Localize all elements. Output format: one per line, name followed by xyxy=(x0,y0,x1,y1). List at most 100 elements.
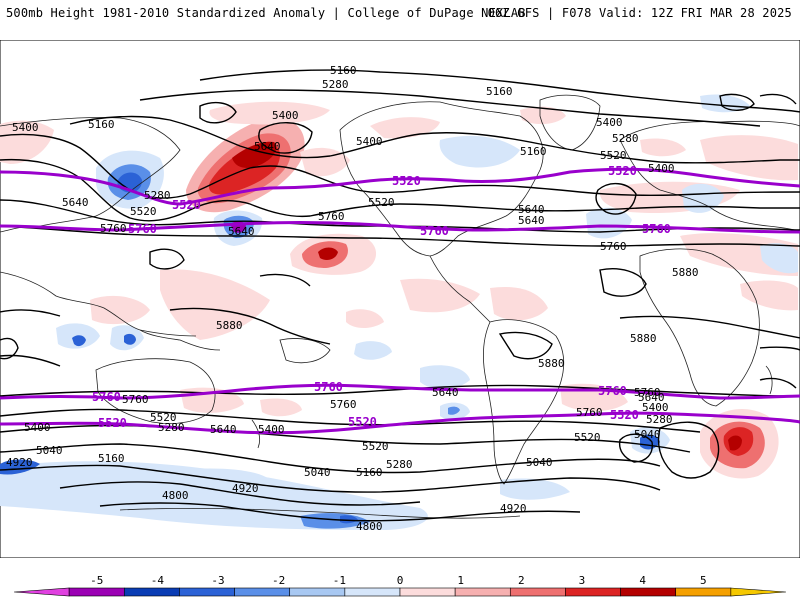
key-contour-label: 5520 xyxy=(392,174,421,188)
header-bar: 500mb Height 1981-2010 Standardized Anom… xyxy=(0,0,800,40)
contour-label: 5520 xyxy=(600,149,627,162)
contour-label: 5400 xyxy=(272,109,299,122)
contour-label: 5760 xyxy=(330,398,357,411)
key-contour-label: 5520 xyxy=(608,164,637,178)
contour-label: 5280 xyxy=(646,413,673,426)
contour-5760-south xyxy=(0,383,800,400)
contour-label: 5760 xyxy=(600,240,627,253)
contour-label: 5640 xyxy=(518,203,545,216)
contour-label: 5160 xyxy=(98,452,125,465)
contour-label: 5880 xyxy=(630,332,657,345)
colorbar-swatch xyxy=(399,587,456,597)
contour-label: 5400 xyxy=(648,162,675,175)
contour-5760-north xyxy=(0,221,800,234)
colorbar-swatches xyxy=(13,587,787,597)
contour-label: 5280 xyxy=(158,421,185,434)
colorbar-tick-label: 1 xyxy=(457,574,464,587)
contour-5520-south xyxy=(0,411,800,435)
coastline-asia-south xyxy=(0,271,197,337)
coastline-australia xyxy=(95,358,216,424)
colorbar-swatch xyxy=(565,587,621,597)
contour-label: 5040 xyxy=(634,428,661,441)
contour-label: 5760 xyxy=(318,210,345,223)
contour-label: 5520 xyxy=(130,205,157,218)
contour-label: 5640 xyxy=(254,140,281,153)
colorbar-tick-label: -5 xyxy=(90,574,103,587)
colorbar-swatch xyxy=(13,587,70,597)
coastline-greenland xyxy=(539,94,601,151)
colorbar-swatch xyxy=(620,587,677,597)
key-contour-label: 5760 xyxy=(314,380,343,394)
map-panel: 5160 5280 5160 5400 5160 5400 5280 5520 … xyxy=(0,40,800,558)
height-contours xyxy=(0,69,800,522)
colorbar-tick-label: -1 xyxy=(333,574,346,587)
key-contour-label: 5520 xyxy=(610,408,639,422)
contour-label: 5520 xyxy=(574,431,601,444)
contour-label: 5400 xyxy=(356,135,383,148)
contour-label: 5760 xyxy=(100,222,127,235)
contour-label: 5520 xyxy=(368,196,395,209)
contour-label: 5760 xyxy=(122,393,149,406)
key-contour-label: 5760 xyxy=(642,222,671,236)
contour-label: 5160 xyxy=(330,64,357,77)
anomaly-negative-antarctic xyxy=(0,461,428,530)
contour-label: 5760 xyxy=(634,386,661,399)
contour-label: 4800 xyxy=(356,520,383,533)
contour-label: 5160 xyxy=(486,85,513,98)
contour-label: 5280 xyxy=(386,458,413,471)
colorbar-tick-label: -4 xyxy=(151,574,165,587)
contour-label: 5040 xyxy=(304,466,331,479)
contour-5520-north xyxy=(0,167,800,206)
contour-label: 5160 xyxy=(88,118,115,131)
colorbar-tick-labels: -5 -4 -3 -2 -1 0 1 2 3 4 5 xyxy=(90,574,707,587)
contour-label-group: 5160 5280 5160 5400 5160 5400 5280 5520 … xyxy=(6,64,699,533)
colorbar-swatch xyxy=(344,587,401,597)
model-valid-time: 06Z GFS | F078 Valid: 12Z FRI MAR 28 202… xyxy=(487,6,792,20)
contour-label: 5040 xyxy=(36,444,63,457)
contour-label: 5280 xyxy=(612,132,639,145)
contour-label: 4920 xyxy=(232,482,259,495)
coastline-north-america xyxy=(339,101,544,257)
colorbar-tick-label: -3 xyxy=(211,574,224,587)
colorbar-swatch xyxy=(234,587,291,597)
contour-label: 5520 xyxy=(150,411,177,424)
key-contour-label: 5520 xyxy=(348,415,377,429)
contour-label: 5640 xyxy=(638,391,665,404)
key-contour-label: 5760 xyxy=(598,384,627,398)
coastline-indonesia xyxy=(139,329,221,351)
contour-label: 5640 xyxy=(228,225,255,238)
contour-label: 5640 xyxy=(62,196,89,209)
key-contour-label: 5760 xyxy=(92,390,121,404)
contour-label: 5880 xyxy=(216,319,243,332)
contour-label: 5880 xyxy=(672,266,699,279)
colorbar-tick-label: 5 xyxy=(700,574,707,587)
key-contour-label: 5760 xyxy=(128,222,157,236)
contour-label: 4920 xyxy=(500,502,527,515)
contour-label: 5160 xyxy=(356,466,383,479)
colorbar-tick-label: -2 xyxy=(272,574,285,587)
colorbar-swatch xyxy=(289,587,346,597)
contour-label: 5640 xyxy=(210,423,237,436)
key-contour-label: 5520 xyxy=(98,416,127,430)
colorbar-swatch xyxy=(179,587,235,597)
map-title: 500mb Height 1981-2010 Standardized Anom… xyxy=(6,6,526,20)
coastline-africa xyxy=(639,248,760,407)
contour-label: 5400 xyxy=(642,401,669,414)
colorbar-swatch xyxy=(68,587,125,597)
colorbar-tick-label: 0 xyxy=(397,574,404,587)
contour-label: 5640 xyxy=(518,214,545,227)
key-contour-label: 5520 xyxy=(172,198,201,212)
coastline-central-america xyxy=(429,255,491,323)
colorbar-swatch xyxy=(730,587,787,597)
coastline-europe xyxy=(619,139,800,233)
colorbar: -5 -4 -3 -2 -1 0 1 2 3 4 5 xyxy=(13,574,787,597)
contour-label: 5040 xyxy=(526,456,553,469)
colorbar-tick-label: 4 xyxy=(639,574,646,587)
contour-label: 5160 xyxy=(520,145,547,158)
colorbar-swatch xyxy=(675,587,732,597)
colorbar-tick-label: 2 xyxy=(518,574,525,587)
contour-label: 5400 xyxy=(258,423,285,436)
colorbar-tick-label: 3 xyxy=(579,574,586,587)
colorbar-swatch xyxy=(454,587,511,597)
contour-label: 5400 xyxy=(12,121,39,134)
